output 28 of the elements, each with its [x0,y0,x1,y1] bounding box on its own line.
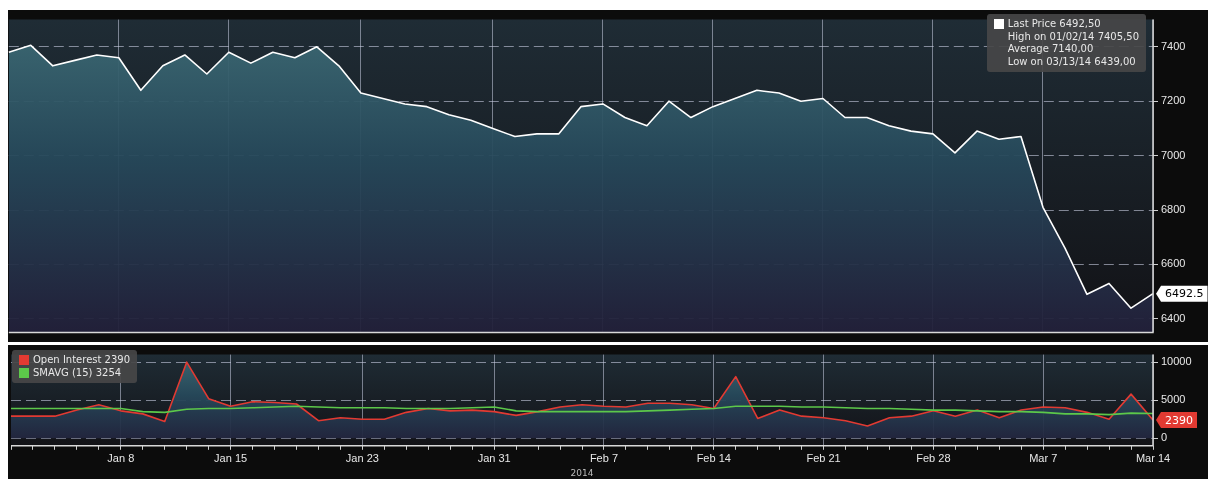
x-tick-label: Feb 14 [696,452,731,465]
legend-label: SMAVG (15) 3254 [33,366,122,379]
x-tick-label: Feb 7 [589,452,619,465]
y-tick-label: 6400 [1161,311,1186,324]
legend-label: Open Interest 2390 [33,354,131,367]
y-tick-label: 6600 [1161,257,1186,270]
x-tick-label: Mar 14 [1135,452,1171,465]
annotation: High on 01/02/14 7405,50 [1006,30,1139,43]
y-tick-label: 7000 [1161,148,1186,161]
x-tick-label: Jan 15 [214,452,248,465]
y-tick-label: 0 [1161,431,1168,444]
annotation: Average 7140,00 [1006,43,1095,56]
y-tick-label: 5000 [1161,393,1186,406]
annotation: 2390 [1165,413,1193,427]
y-tick-label: 6800 [1161,203,1186,216]
x-tick-label: Feb 28 [916,452,951,465]
legend-label: Last Price 6492,50 [1007,18,1101,31]
x-tick-label: Feb 21 [806,452,841,465]
x-tick-label: Mar 7 [1029,452,1058,465]
x-tick-label: Jan 23 [345,452,379,465]
annotation: 6492.5 [1165,287,1204,301]
y-tick-label: 10000 [1161,355,1192,368]
x-tick-label: Jan 31 [477,452,511,465]
y-tick-label: 7400 [1161,39,1186,52]
text: 2014 [570,467,594,478]
annotation: Low on 03/13/14 6439,00 [1006,55,1137,68]
x-tick-label: Jan 8 [107,452,135,465]
y-tick-label: 7200 [1161,94,1186,107]
